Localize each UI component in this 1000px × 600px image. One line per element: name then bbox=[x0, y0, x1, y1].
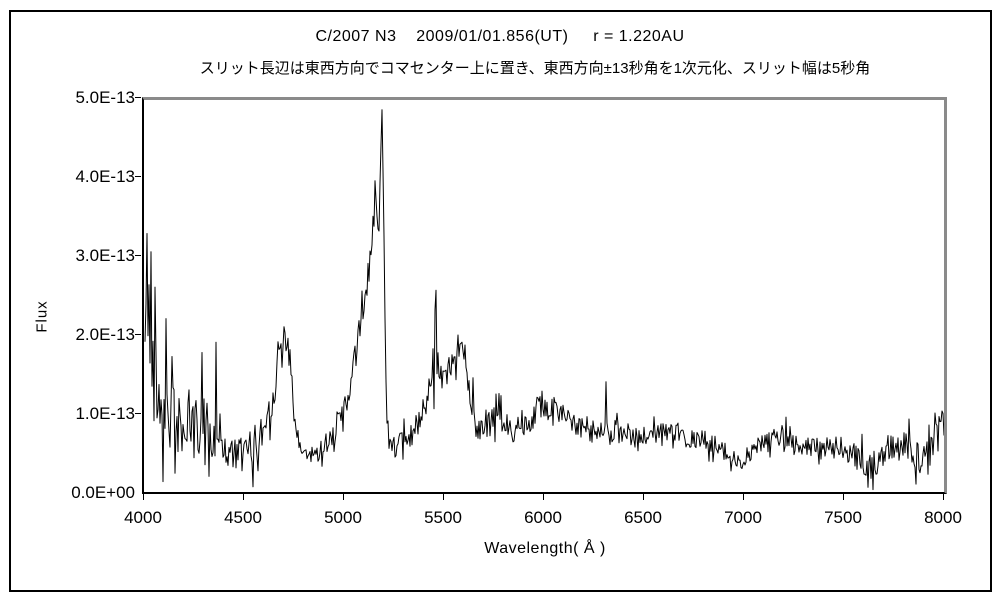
y-tick-label: 4.0E-13 bbox=[75, 167, 135, 186]
x-tick-label: 5500 bbox=[424, 508, 462, 527]
x-tick bbox=[143, 494, 144, 500]
chart-subtitle: スリット長辺は東西方向でコマセンター上に置き、東西方向±13秒角を1次元化、スリ… bbox=[199, 60, 871, 77]
x-tick-label: 7500 bbox=[824, 508, 862, 527]
x-tick bbox=[843, 494, 844, 500]
x-tick bbox=[743, 494, 744, 500]
x-tick bbox=[543, 494, 544, 500]
x-tick-label: 6000 bbox=[524, 508, 562, 527]
y-tick-label: 3.0E-13 bbox=[75, 246, 135, 265]
x-tick bbox=[343, 494, 344, 500]
x-tick-label: 7000 bbox=[724, 508, 762, 527]
x-tick-label: 6500 bbox=[624, 508, 662, 527]
y-tick bbox=[135, 334, 141, 335]
y-tick-label: 2.0E-13 bbox=[75, 325, 135, 344]
x-axis-label-wavelength: Wavelength( Å ) bbox=[484, 540, 606, 557]
x-tick-label: 4000 bbox=[124, 508, 162, 527]
x-tick bbox=[643, 494, 644, 500]
x-tick bbox=[443, 494, 444, 500]
x-tick bbox=[943, 494, 944, 500]
y-tick bbox=[135, 176, 141, 177]
y-tick-label: 1.0E-13 bbox=[75, 404, 135, 423]
spectrum-line bbox=[144, 109, 944, 491]
x-tick-label: 4500 bbox=[224, 508, 262, 527]
y-tick-label: 5.0E-13 bbox=[75, 88, 135, 107]
x-tick bbox=[243, 494, 244, 500]
x-tick-label: 5000 bbox=[324, 508, 362, 527]
y-tick bbox=[135, 255, 141, 256]
y-tick bbox=[135, 413, 141, 414]
x-tick-label: 8000 bbox=[924, 508, 962, 527]
y-tick-label: 0.0E+00 bbox=[71, 483, 135, 502]
y-tick bbox=[135, 97, 141, 98]
chart-title: C/2007 N3 2009/01/01.856(UT) r = 1.220AU bbox=[315, 28, 685, 45]
plot-area bbox=[142, 97, 947, 494]
spectrum-plot bbox=[144, 109, 944, 491]
page-border bbox=[9, 10, 992, 592]
